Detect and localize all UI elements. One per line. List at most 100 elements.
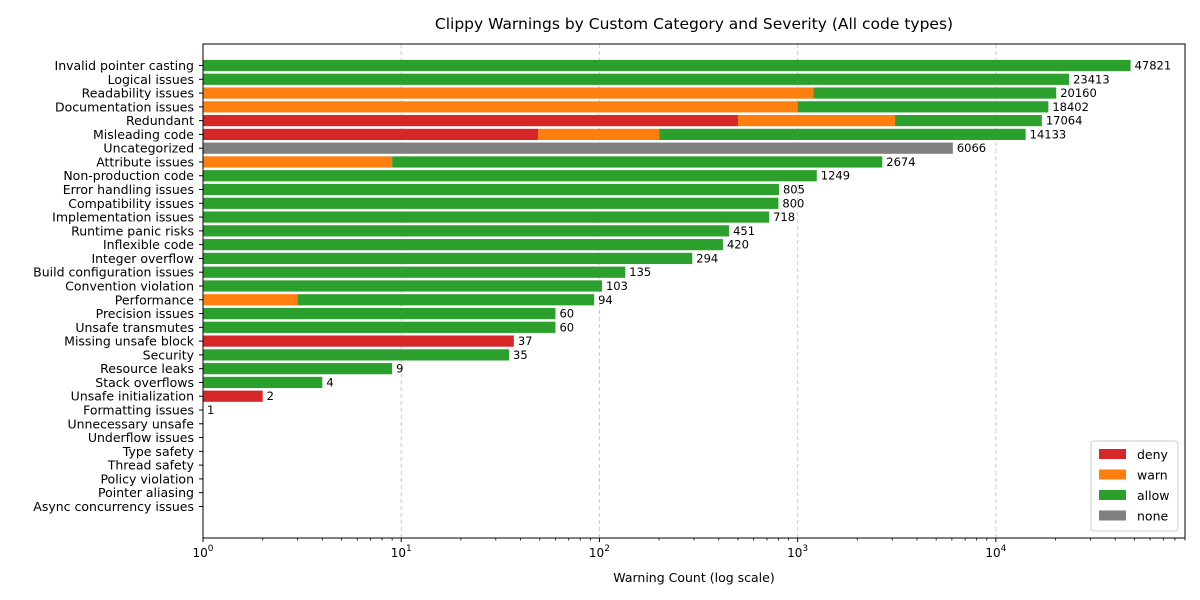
bar-allow (203, 266, 626, 278)
bar-allow (895, 115, 1042, 127)
category-label: Documentation issues (55, 99, 194, 114)
bar-warn (203, 294, 298, 306)
bar-total-label: 805 (783, 183, 805, 197)
category-label: Missing unsafe block (64, 334, 195, 349)
bar-total-label: 2674 (886, 155, 915, 169)
bar-deny (203, 390, 263, 402)
category-label: Implementation issues (52, 210, 194, 225)
category-label: Inflexible code (103, 237, 194, 252)
bar-allow (203, 280, 602, 292)
bar-allow (203, 321, 556, 333)
bar-allow (203, 239, 723, 251)
bar-total-label: 35 (513, 348, 528, 362)
x-tick-label: 104 (985, 544, 1006, 560)
category-label: Runtime panic risks (71, 223, 194, 238)
bar-deny (203, 335, 514, 347)
category-label: Thread safety (107, 458, 195, 473)
category-label: Unsafe transmutes (75, 320, 194, 335)
bar-total-labels: 4782123413201601840217064141336066267412… (207, 59, 1171, 418)
bar-allow (203, 73, 1070, 85)
bar-deny (203, 115, 738, 127)
bar-warn (203, 156, 393, 168)
category-label: Readability issues (82, 86, 194, 101)
bar-allow (392, 156, 883, 168)
category-label: Redundant (126, 113, 194, 128)
bar-total-label: 18402 (1052, 100, 1089, 114)
category-label: Security (143, 347, 195, 362)
bar-allow (203, 183, 779, 196)
bar-total-label: 60 (559, 307, 574, 321)
legend-swatch-deny (1099, 449, 1126, 459)
category-label: Underflow issues (88, 430, 194, 445)
bar-total-label: 1 (207, 403, 214, 417)
legend-swatch-none (1099, 510, 1126, 521)
bar-total-label: 800 (782, 196, 804, 210)
chart-title: Clippy Warnings by Custom Category and S… (435, 15, 953, 33)
bar-allow (203, 211, 770, 223)
category-label: Build configuration issues (33, 265, 194, 280)
bar-total-label: 6066 (957, 141, 986, 155)
bar-allow (203, 59, 1131, 72)
category-label: Compatibility issues (68, 196, 194, 211)
bar-warn (737, 115, 896, 127)
bar-allow (203, 307, 556, 320)
legend-box (1090, 440, 1179, 532)
bar-none (203, 142, 953, 154)
category-label: Invalid pointer casting (55, 58, 194, 73)
category-label: Precision issues (96, 306, 194, 321)
bar-total-label: 420 (727, 238, 749, 252)
category-label: Non-production code (63, 168, 194, 183)
legend-label-none: none (1137, 509, 1168, 524)
category-label: Type safety (122, 444, 195, 459)
bar-total-label: 2 (267, 389, 274, 403)
bar-total-label: 60 (559, 320, 574, 334)
bar-total-label: 23413 (1073, 72, 1110, 86)
x-axis: 100 101 102 103 104 (192, 538, 1186, 560)
bar-total-label: 9 (396, 362, 403, 376)
bar-allow (203, 376, 323, 389)
bar-total-label: 14133 (1030, 127, 1067, 141)
bar-total-label: 94 (598, 293, 613, 307)
category-label: Integer overflow (91, 251, 194, 266)
category-label: Performance (115, 292, 195, 307)
bar-allow (203, 252, 693, 265)
legend-swatch-allow (1099, 490, 1126, 500)
category-label: Stack overflows (95, 375, 194, 390)
bar-total-label: 294 (696, 251, 718, 265)
category-label: Unsafe initialization (71, 389, 194, 404)
bar-total-label: 103 (606, 279, 628, 293)
bar-allow (659, 128, 1026, 140)
category-label: Pointer aliasing (98, 485, 194, 500)
bar-deny (203, 128, 539, 140)
bar-allow (203, 363, 393, 375)
bar-total-label: 37 (518, 334, 533, 348)
x-axis-label: Warning Count (log scale) (613, 570, 774, 585)
bar-allow (203, 170, 817, 182)
bar-total-label: 4 (326, 375, 333, 389)
bar-total-label: 17064 (1046, 114, 1083, 128)
category-label: Resource leaks (100, 361, 194, 376)
bar-allow (203, 349, 510, 361)
bar-warn (203, 87, 814, 99)
category-label: Convention violation (65, 278, 194, 293)
bar-allow (203, 225, 730, 237)
category-label: Policy violation (100, 471, 194, 486)
bar-warn (203, 101, 798, 113)
bar-allow (203, 197, 779, 209)
category-label: Misleading code (93, 127, 194, 142)
category-label: Unnecessary unsafe (67, 416, 194, 431)
x-tick-label: 103 (787, 544, 808, 560)
bar-allow (797, 101, 1049, 113)
legend: deny warn allow none (1090, 440, 1179, 532)
category-label: Attribute issues (96, 154, 194, 169)
category-label: Async concurrency issues (33, 499, 194, 514)
category-label: Logical issues (108, 72, 194, 87)
category-label: Formatting issues (83, 403, 194, 418)
x-tick-label: 100 (192, 544, 213, 560)
legend-swatch-warn (1099, 469, 1126, 480)
bar-warn (538, 128, 660, 140)
bar-total-label: 1249 (821, 169, 850, 183)
bar-total-label: 718 (773, 210, 795, 224)
